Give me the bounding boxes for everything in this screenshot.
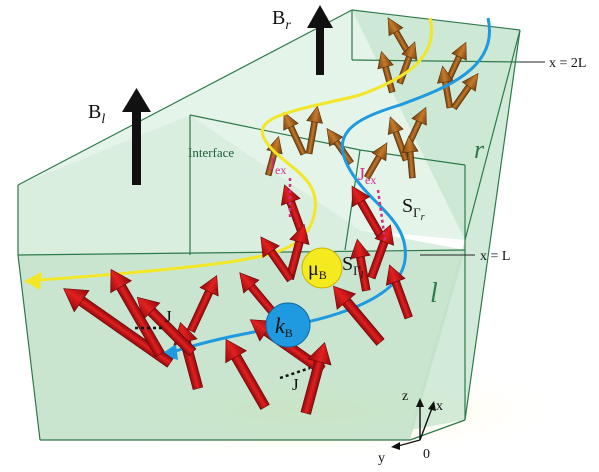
svg-text:kB: kB xyxy=(275,313,293,340)
exchange-right-label: Jex xyxy=(358,164,376,187)
yellow-arrowhead xyxy=(24,272,42,290)
boundary-far-label: x = 2L xyxy=(549,56,586,71)
axis-triad xyxy=(391,398,436,450)
coupling-link-bottom xyxy=(279,366,311,380)
right-region-spins xyxy=(265,17,479,180)
region-right-label: r xyxy=(474,135,485,164)
svg-text:μB: μB xyxy=(308,258,327,282)
spin-left-label: SΓl xyxy=(342,253,364,281)
box-left-face xyxy=(18,115,465,255)
axis-y-label: y xyxy=(378,451,385,466)
coupling-bottom-label: J xyxy=(292,375,299,394)
region-left-label: l xyxy=(430,278,438,309)
field-arrow-right xyxy=(307,5,333,75)
mu-bubble: μB xyxy=(301,247,343,289)
exchange-left-label: Jex xyxy=(268,154,286,177)
interface-label: Interface xyxy=(188,145,234,160)
axis-z-label: z xyxy=(402,389,408,404)
field-arrow-left xyxy=(122,88,151,185)
prism-box xyxy=(17,9,521,441)
field-right-label: Br xyxy=(272,7,291,33)
axis-origin-label: 0 xyxy=(423,447,430,462)
field-left-label: Bl xyxy=(88,101,105,127)
coupling-top-label: J xyxy=(165,307,172,326)
yellow-magnon-path xyxy=(37,17,433,282)
k-bubble: kB xyxy=(265,302,311,348)
exchange-link-right xyxy=(376,189,387,241)
axis-x-label: x xyxy=(436,399,443,414)
spin-right-label: SΓr xyxy=(402,195,425,223)
boundary-mid-label: x = L xyxy=(480,249,510,264)
